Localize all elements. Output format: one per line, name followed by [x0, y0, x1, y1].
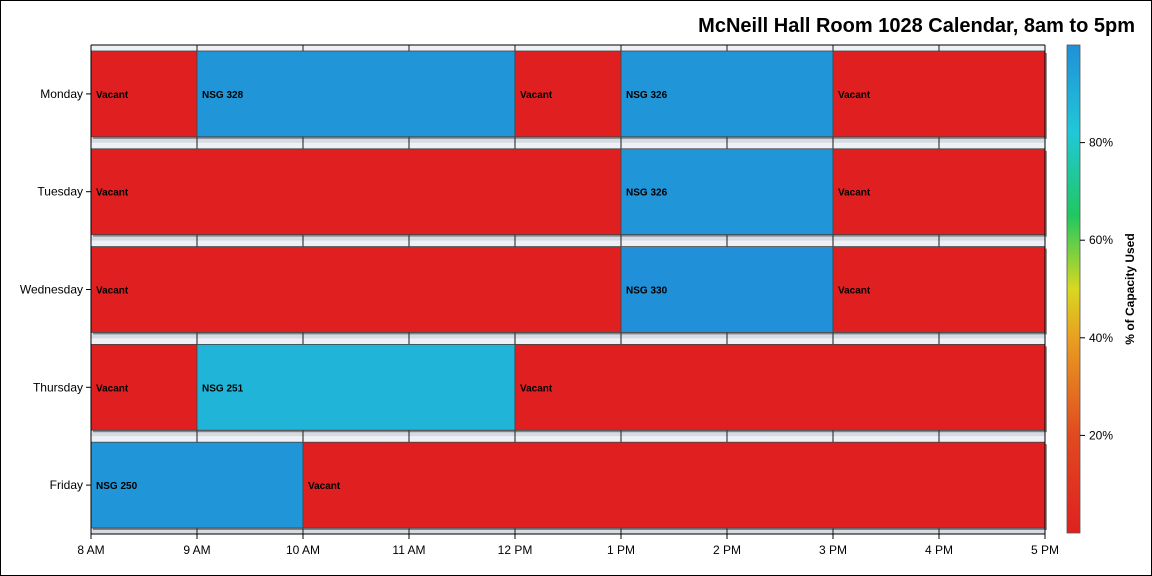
- x-tick-label: 10 AM: [286, 543, 320, 557]
- x-tick-label: 1 PM: [607, 543, 635, 557]
- bar: [620, 246, 834, 333]
- bar-block: NSG 326: [620, 50, 835, 139]
- bar: [832, 246, 1046, 333]
- colorbar-label: % of Capacity Used: [1123, 233, 1137, 344]
- bar-block: Vacant: [514, 50, 623, 139]
- bar: [90, 50, 198, 138]
- bar: [620, 50, 834, 138]
- bar-label: Vacant: [96, 188, 129, 199]
- bar-label: Vacant: [96, 383, 129, 394]
- x-tick-label: 5 PM: [1031, 543, 1059, 557]
- colorbar-legend: 20% 40% 60% 80% % of Capacity Used: [1066, 44, 1137, 534]
- y-tick-label: Monday: [40, 87, 83, 101]
- bar-block: Vacant: [90, 246, 623, 335]
- x-tick-label: 12 PM: [498, 543, 533, 557]
- bar-block: Vacant: [832, 50, 1047, 139]
- bar-label: NSG 326: [626, 90, 668, 101]
- colorbar-tick-label: 60%: [1089, 233, 1113, 247]
- bar-block: Vacant: [90, 148, 623, 237]
- bar: [832, 50, 1046, 138]
- x-axis: 8 AM 9 AM 10 AM 11 AM 12 PM 1 PM 2 PM 3 PM 4 PM 5…: [77, 44, 1059, 557]
- bar: [302, 441, 1046, 529]
- x-tick-label: 9 AM: [183, 543, 210, 557]
- bar-label: Vacant: [520, 90, 553, 101]
- x-tick-label: 11 AM: [392, 543, 425, 557]
- x-tick-label: 4 PM: [925, 543, 953, 557]
- bar-block: Vacant: [514, 343, 1047, 433]
- x-tick-label: 8 AM: [77, 543, 104, 557]
- bar: [90, 148, 622, 236]
- bar-label: NSG 250: [96, 481, 138, 492]
- bar-block: Vacant: [832, 246, 1047, 335]
- bar-block: NSG 326: [620, 148, 835, 237]
- bar: [196, 50, 516, 138]
- bar-block: NSG 330: [620, 246, 835, 335]
- bar: [620, 148, 834, 236]
- bar-block: Vacant: [832, 148, 1047, 237]
- y-tick-label: Tuesday: [37, 185, 83, 199]
- bar: [514, 50, 622, 138]
- x-tick-label: 2 PM: [713, 543, 741, 557]
- colorbar-tick-label: 20%: [1089, 428, 1113, 442]
- bar-blocks: Vacant NSG 328 Vacant NSG 326 Vacant Vacant NS…: [90, 50, 1047, 530]
- chart-title: McNeill Hall Room 1028 Calendar, 8am to …: [698, 15, 1135, 37]
- bar-label: Vacant: [308, 481, 341, 492]
- bar: [90, 246, 622, 333]
- bar-block: NSG 250: [90, 441, 305, 530]
- colorbar-tick-label: 40%: [1089, 331, 1113, 345]
- bar-block: Vacant: [90, 50, 199, 139]
- bar-block: Vacant: [90, 343, 199, 433]
- bar-label: NSG 328: [202, 90, 244, 101]
- bar-label: Vacant: [520, 383, 553, 394]
- bar: [196, 343, 516, 431]
- y-tick-label: Friday: [50, 478, 83, 492]
- bar-label: Vacant: [838, 90, 871, 101]
- bar-label: Vacant: [838, 188, 871, 199]
- bar-block: NSG 328: [196, 50, 517, 139]
- bar: [90, 343, 198, 431]
- y-tick-label: Wednesday: [20, 283, 83, 297]
- bar: [514, 343, 1046, 431]
- x-tick-label: 3 PM: [819, 543, 847, 557]
- bar-label: NSG 326: [626, 188, 668, 199]
- bar-label: Vacant: [96, 90, 129, 101]
- bar: [90, 441, 304, 529]
- bar-label: Vacant: [838, 286, 871, 297]
- bar-label: Vacant: [96, 286, 129, 297]
- y-axis: Monday Tuesday Wednesday Thursday Friday: [20, 45, 92, 534]
- bar-block: NSG 251: [196, 343, 517, 433]
- bar-block: Vacant: [302, 441, 1047, 530]
- colorbar-tick-label: 80%: [1089, 136, 1113, 150]
- bar: [832, 148, 1046, 236]
- bar-label: NSG 251: [202, 383, 244, 394]
- bar-label: NSG 330: [626, 286, 668, 297]
- colorbar-scale: [1066, 44, 1081, 534]
- y-tick-label: Thursday: [33, 380, 83, 394]
